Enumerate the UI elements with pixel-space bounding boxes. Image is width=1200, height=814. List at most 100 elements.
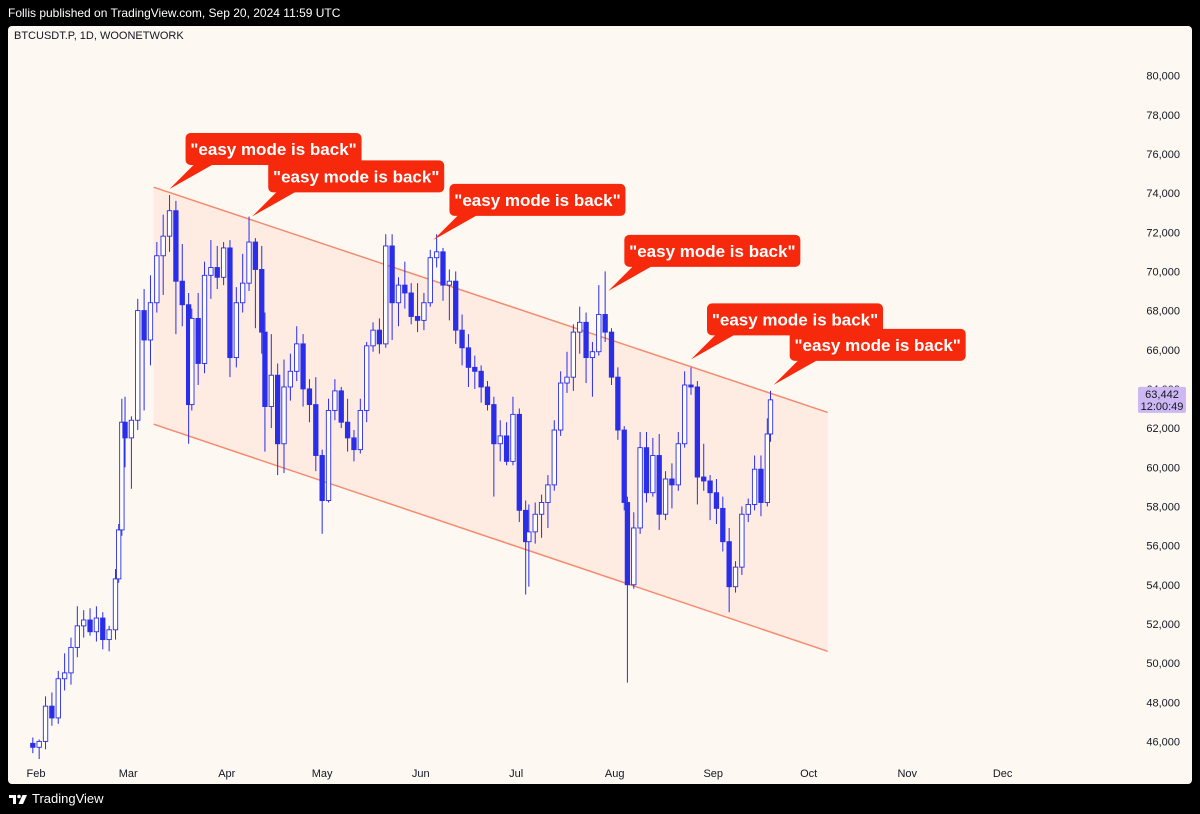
candle-body [720, 507, 726, 543]
candle-body [596, 314, 602, 353]
candle [49, 692, 55, 726]
candle-body [764, 433, 770, 503]
candle-body [87, 619, 93, 633]
candle [621, 426, 627, 511]
candle [751, 455, 758, 511]
candle-body [376, 329, 383, 345]
candle [173, 200, 179, 335]
candle-body [294, 343, 300, 372]
candle [459, 314, 465, 366]
candle-body [268, 374, 274, 407]
callout: "easy mode is back" [169, 133, 362, 189]
candle [484, 381, 491, 411]
candle-body [383, 245, 389, 345]
candle-body [233, 302, 239, 359]
candle [538, 494, 545, 538]
callout: "easy mode is back" [608, 234, 801, 291]
candle [421, 292, 427, 331]
candle [726, 527, 732, 613]
candle-body [116, 529, 122, 580]
callout-box [624, 234, 801, 267]
candle-body [739, 513, 745, 568]
callout-layer: "easy mode is back" "easy mode is back" "e… [169, 133, 966, 385]
candle [275, 363, 281, 476]
candle [81, 610, 87, 638]
candle-body [208, 267, 214, 276]
candle-body [42, 705, 49, 742]
candle-body [707, 480, 713, 494]
candle-body [141, 310, 147, 341]
candle-body [675, 443, 681, 486]
candle [510, 396, 516, 466]
candle-body [93, 617, 100, 633]
candle [720, 496, 726, 552]
candle [287, 353, 294, 401]
candle-body [338, 390, 344, 423]
callout: "easy mode is back" [691, 303, 884, 360]
candlestick-chart: BTCUSDT.P, 1D, WOONETWORK "easy mode is … [14, 30, 1186, 780]
tradingview-logo[interactable]: TradingView [8, 791, 104, 806]
candle-body [351, 437, 357, 451]
candle [332, 379, 338, 421]
candle [764, 418, 770, 507]
candle-body [732, 566, 739, 588]
channel-lower-line [153, 423, 828, 653]
candle-body [252, 241, 259, 270]
candle-body [650, 455, 656, 494]
candle-body [275, 374, 281, 445]
tradingview-logo-icon [9, 794, 27, 804]
candle-body [491, 404, 497, 445]
candle [701, 443, 707, 491]
candle-body [459, 329, 465, 349]
candle-body [421, 302, 427, 321]
candle-body [214, 267, 220, 278]
candle [351, 430, 357, 462]
candle [344, 398, 351, 452]
candle [624, 496, 631, 683]
candle [268, 334, 274, 429]
candle-body [643, 447, 650, 494]
candle-body [357, 410, 363, 451]
candle [306, 379, 313, 423]
candle-body [446, 280, 453, 286]
candle-body [551, 429, 557, 486]
candle [545, 475, 551, 528]
candle-body [240, 282, 246, 304]
candle-body [100, 617, 106, 641]
candle [300, 334, 306, 407]
candle [166, 195, 173, 252]
candle [446, 269, 453, 321]
x-tick-label: Jun [412, 768, 430, 780]
candle [675, 432, 681, 491]
candle [364, 341, 370, 423]
candle-body [402, 284, 408, 294]
candle [357, 398, 363, 454]
y-tick-label: 58,000 [1146, 501, 1180, 513]
x-tick-label: Jul [509, 768, 523, 780]
candle-body [453, 280, 459, 331]
x-tick-label: May [312, 768, 333, 780]
chart-panel: BTCUSDT.P, 1D, WOONETWORK "easy mode is … [8, 26, 1192, 784]
candle-body [227, 247, 233, 359]
candle-body [262, 331, 268, 407]
candle [414, 283, 421, 333]
x-tick-label: Nov [897, 768, 917, 780]
candle [160, 214, 166, 295]
candle-body [306, 388, 313, 406]
candle [313, 377, 319, 472]
candle-body [656, 455, 662, 515]
candle [42, 696, 49, 750]
candle [240, 253, 246, 313]
candle [713, 479, 720, 525]
candle-body [112, 578, 119, 631]
symbol-label: BTCUSDT.P, 1D, WOONETWORK [14, 30, 184, 42]
footer-bar: TradingView [0, 786, 1200, 814]
candle [128, 416, 135, 489]
x-tick-label: Apr [218, 768, 235, 780]
candle-body [160, 235, 166, 257]
candle-body [119, 421, 125, 531]
candle-body [147, 302, 154, 341]
candle-body [745, 504, 751, 515]
candle-body [751, 468, 758, 505]
candle [408, 283, 414, 325]
